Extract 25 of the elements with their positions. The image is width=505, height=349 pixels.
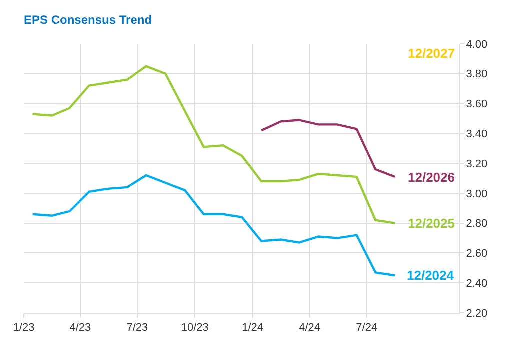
- line-series: [32, 174, 396, 277]
- line-series: [260, 119, 396, 178]
- x-tick-label: 1/23: [13, 322, 35, 334]
- legend-label: 12/2027: [408, 46, 455, 61]
- line-series: [32, 65, 396, 224]
- y-tick-label: 2.20: [466, 308, 488, 320]
- y-tick-label: 3.00: [466, 188, 488, 200]
- y-tick-label: 3.60: [466, 98, 488, 111]
- y-tick-label: 2.60: [466, 248, 488, 260]
- y-tick-label: 4.00: [466, 38, 488, 51]
- series-label: 12/2026: [408, 170, 455, 185]
- series-label: 12/2024: [407, 268, 455, 283]
- y-tick-label: 2.40: [466, 278, 488, 290]
- y-tick-label: 3.20: [466, 158, 488, 170]
- x-tick-label: 7/23: [126, 322, 148, 334]
- x-tick-label: 1/24: [242, 322, 264, 334]
- x-tick-label: 7/24: [356, 322, 378, 334]
- x-tick-label: 4/23: [70, 322, 92, 334]
- series-label: 12/2025: [408, 216, 455, 231]
- y-tick-label: 3.80: [466, 68, 488, 81]
- chart-title: EPS Consensus Trend: [24, 13, 152, 28]
- y-tick-label: 3.40: [466, 128, 488, 141]
- x-tick-label: 10/23: [181, 322, 209, 334]
- y-tick-label: 2.80: [466, 218, 488, 230]
- x-tick-label: 4/24: [299, 322, 321, 334]
